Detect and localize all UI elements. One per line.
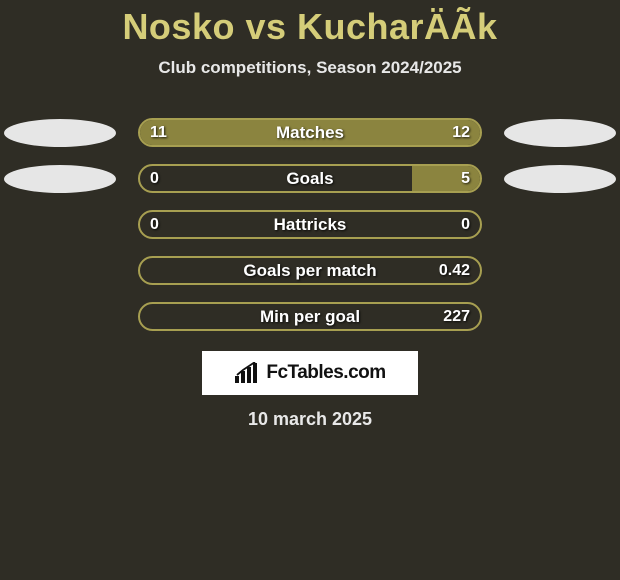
date-label: 10 march 2025: [0, 409, 620, 430]
stat-value-left: 11: [150, 124, 167, 142]
stat-bar: 0 Hattricks 0: [138, 210, 482, 239]
page-title: Nosko vs KucharÄÃ­k: [0, 0, 620, 48]
stat-label: Goals: [286, 169, 333, 189]
stat-row: Min per goal 227: [0, 302, 620, 331]
stat-row: 11 Matches 12: [0, 118, 620, 147]
player-left-badge: [4, 165, 116, 193]
logo-text: FcTables.com: [266, 362, 385, 384]
chart-icon: [234, 362, 260, 384]
stats-rows: 11 Matches 12 0 Goals 5 0 Hattricks 0 Goals per m…: [0, 118, 620, 331]
logo-box: FcTables.com: [202, 351, 418, 395]
stat-value-right: 5: [461, 170, 470, 188]
stat-row: 0 Goals 5: [0, 164, 620, 193]
stat-bar: Goals per match 0.42: [138, 256, 482, 285]
stat-value-right: 0.42: [439, 262, 470, 280]
stat-row: 0 Hattricks 0: [0, 210, 620, 239]
stat-row: Goals per match 0.42: [0, 256, 620, 285]
stat-value-right: 227: [443, 308, 470, 326]
stat-bar: 0 Goals 5: [138, 164, 482, 193]
stat-label: Goals per match: [243, 261, 376, 281]
stat-label: Hattricks: [274, 215, 347, 235]
stat-value-left: 0: [150, 216, 159, 234]
stat-value-right: 12: [452, 124, 470, 142]
player-right-badge: [504, 119, 616, 147]
stat-bar: Min per goal 227: [138, 302, 482, 331]
player-left-badge: [4, 119, 116, 147]
stat-label: Matches: [276, 123, 344, 143]
stat-value-left: 0: [150, 170, 159, 188]
subtitle: Club competitions, Season 2024/2025: [0, 58, 620, 78]
player-right-badge: [504, 165, 616, 193]
stat-bar: 11 Matches 12: [138, 118, 482, 147]
stat-label: Min per goal: [260, 307, 360, 327]
stat-value-right: 0: [461, 216, 470, 234]
